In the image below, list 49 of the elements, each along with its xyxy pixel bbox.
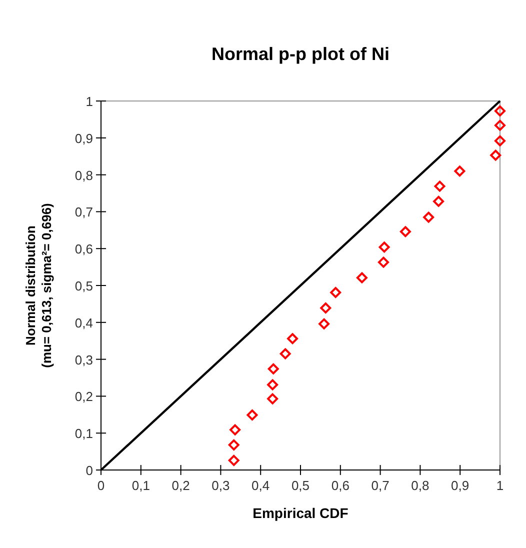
- y-tick-label: 0,3: [74, 352, 93, 368]
- point: [378, 242, 390, 253]
- point: [494, 120, 506, 131]
- y-tick-label: 0,5: [74, 278, 93, 294]
- x-axis-title: Empirical CDF: [252, 505, 349, 521]
- y-tick-label: 0,1: [74, 426, 93, 442]
- point: [318, 318, 330, 330]
- point: [356, 272, 368, 284]
- y-tick-label: 0,6: [74, 242, 93, 257]
- x-tick-label: 0: [97, 478, 105, 493]
- y-tick-label: 0: [86, 463, 93, 478]
- x-tick-label: 0,5: [291, 478, 310, 493]
- point: [320, 302, 332, 314]
- x-tick-label: 1: [496, 478, 504, 493]
- x-tick-label: 0,6: [331, 478, 350, 493]
- point: [267, 393, 278, 404]
- x-tick-label: 0,3: [212, 478, 230, 493]
- point: [280, 348, 291, 360]
- x-tick-label: 0,7: [371, 478, 390, 493]
- x-tick-label: 0,9: [451, 478, 470, 493]
- x-tick-label: 0,2: [172, 478, 190, 493]
- y-tick-label: 0,2: [74, 389, 93, 404]
- y-tick-label: 1: [86, 94, 93, 109]
- y-axis-title: Normal distribution (mu= 0,613, sigma²= 0,696): [23, 203, 54, 368]
- point: [494, 105, 506, 116]
- point: [433, 196, 444, 207]
- y-tick-label: 0,4: [74, 315, 93, 330]
- point: [287, 333, 298, 344]
- y-tick-label: 0,9: [74, 130, 93, 146]
- point: [228, 454, 240, 466]
- point: [267, 379, 278, 390]
- x-tick-label: 0,4: [252, 478, 270, 493]
- chart-title: Normal p-p plot of Ni: [212, 44, 390, 64]
- point: [490, 150, 502, 161]
- point: [268, 363, 279, 374]
- x-tick-label: 0,1: [132, 478, 150, 493]
- point: [230, 424, 241, 436]
- y-tick-label: 0,7: [74, 204, 93, 220]
- point: [494, 135, 506, 146]
- point: [330, 287, 342, 298]
- point: [400, 226, 411, 238]
- x-tick-label: 0,8: [411, 478, 430, 493]
- y-tick-label: 0,8: [74, 168, 93, 183]
- point: [454, 166, 466, 177]
- point: [423, 212, 434, 223]
- point: [434, 180, 446, 192]
- point: [228, 439, 240, 450]
- point: [246, 410, 258, 421]
- point: [378, 256, 389, 268]
